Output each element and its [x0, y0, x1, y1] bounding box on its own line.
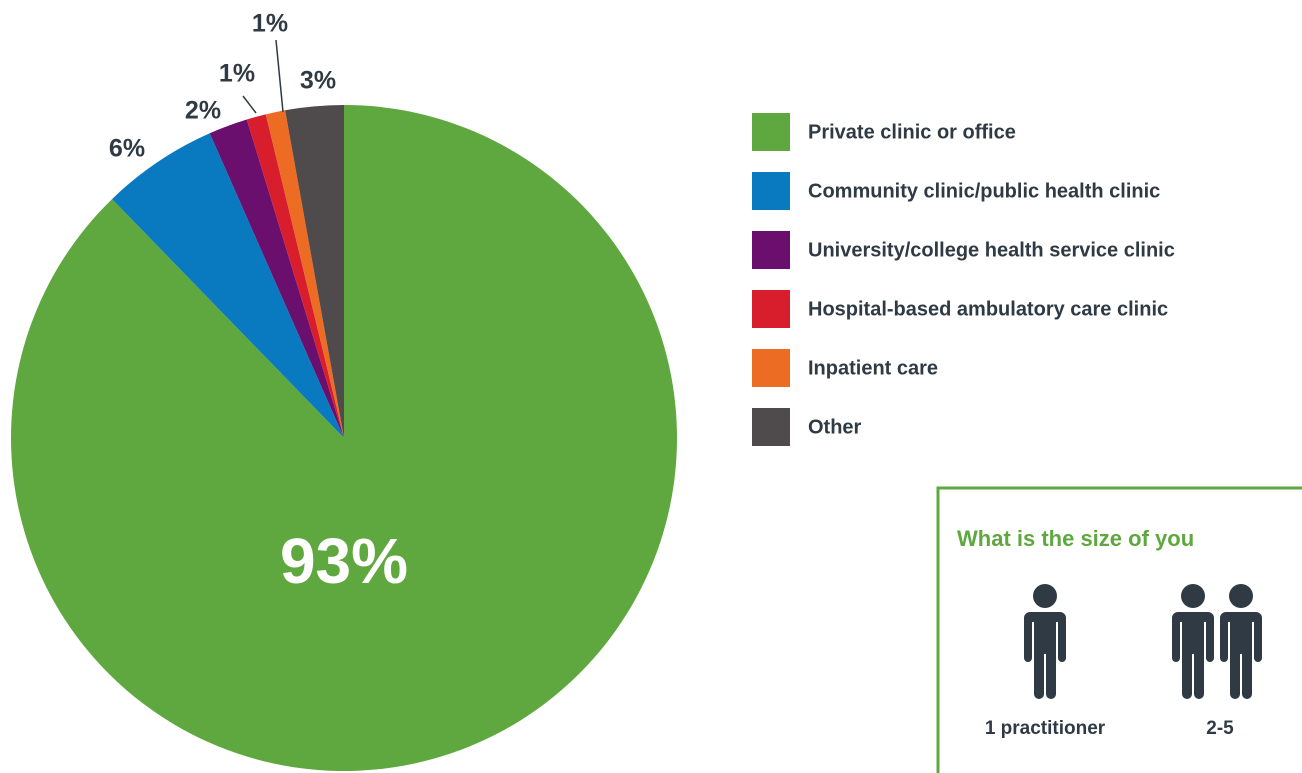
legend-label: Other: [808, 416, 862, 438]
data-label: 3%: [300, 67, 336, 95]
legend-swatch: [752, 172, 790, 210]
data-label: 1%: [252, 10, 288, 38]
panel-item: 2-5: [1206, 718, 1234, 739]
legend: Private clinic or office Community clinic…: [752, 113, 1175, 446]
legend-swatch: [752, 408, 790, 446]
legend-swatch: [752, 290, 790, 328]
panel: What is the size of you 1 practitioner 2…: [936, 486, 1302, 773]
legend-label: University/college health service clinic: [808, 239, 1175, 261]
pie-slice: [285, 105, 344, 438]
data-label: 1%: [219, 60, 255, 88]
people-icon: [1172, 584, 1262, 699]
data-label: 93%: [280, 525, 408, 597]
pie-slice: [11, 105, 678, 772]
data-label: 6%: [109, 135, 145, 163]
panel-border: [936, 486, 1302, 773]
legend-swatch: [752, 349, 790, 387]
legend-label: Hospital-based ambulatory care clinic: [808, 298, 1168, 320]
pie-slice: [246, 114, 344, 438]
legend-label: Inpatient care: [808, 357, 938, 379]
pie-slice: [209, 119, 344, 439]
legend-swatch: [752, 113, 790, 151]
leader-line: [242, 95, 257, 114]
legend-label: Private clinic or office: [808, 121, 1016, 143]
person-icon: [1024, 584, 1066, 699]
data-label: 2%: [185, 97, 221, 125]
leader-line: [275, 39, 284, 113]
pie-slice: [265, 110, 344, 438]
legend-swatch: [752, 231, 790, 269]
legend-label: Community clinic/public health clinic: [808, 180, 1160, 202]
panel-item: 1 practitioner: [985, 718, 1106, 739]
panel-title: What is the size of you: [957, 526, 1194, 551]
pie-slice: [112, 133, 344, 438]
pie: 93% 6% 2% 1% 1% 3%: [11, 10, 678, 772]
